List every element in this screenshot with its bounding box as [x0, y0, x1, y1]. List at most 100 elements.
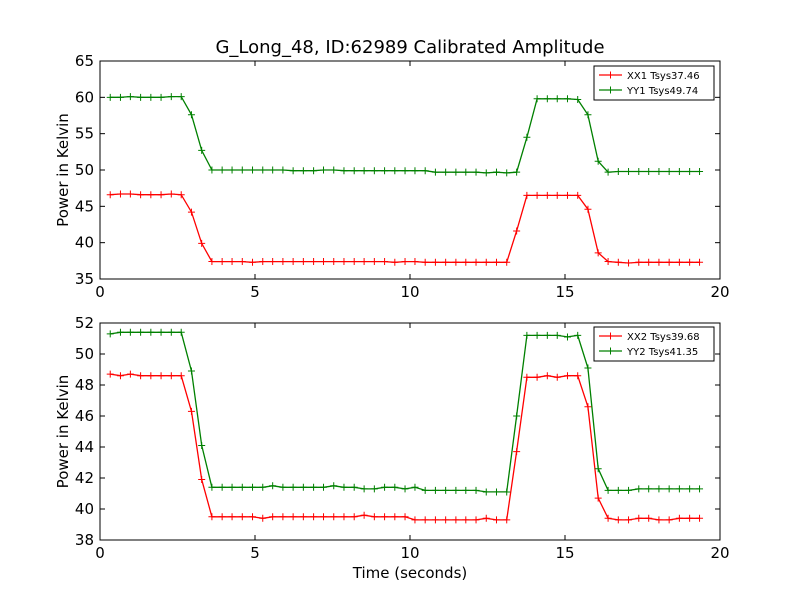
data-point-marker	[614, 516, 622, 524]
y-tick-label: 42	[75, 469, 94, 487]
x-tick-label: 5	[250, 283, 260, 301]
data-point-marker	[401, 258, 409, 266]
data-point-marker	[431, 486, 439, 494]
y-tick-label: 52	[75, 314, 94, 332]
data-point-marker	[482, 514, 490, 522]
data-point-marker	[655, 516, 663, 524]
data-point-marker	[655, 167, 663, 175]
y-tick-label: 65	[75, 52, 94, 70]
data-point-marker	[411, 167, 419, 175]
data-point-marker	[431, 516, 439, 524]
data-point-marker	[228, 483, 236, 491]
data-point-marker	[604, 486, 612, 494]
data-point-marker	[604, 514, 612, 522]
data-point-marker	[187, 208, 195, 216]
data-point-marker	[513, 448, 521, 456]
data-point-marker	[574, 191, 582, 199]
data-point-marker	[594, 494, 602, 502]
data-point-marker	[411, 483, 419, 491]
x-tick-label: 10	[400, 283, 419, 301]
data-point-marker	[584, 205, 592, 213]
x-tick-label: 0	[95, 283, 105, 301]
data-point-marker	[625, 486, 633, 494]
data-point-marker	[533, 331, 541, 339]
data-point-marker	[279, 513, 287, 521]
data-point-marker	[126, 93, 134, 101]
data-point-marker	[574, 331, 582, 339]
data-point-marker	[167, 93, 175, 101]
legend-box	[593, 326, 715, 362]
data-point-marker	[249, 513, 257, 521]
data-point-marker	[686, 258, 694, 266]
data-point-marker	[492, 258, 500, 266]
data-point-marker	[421, 167, 429, 175]
y-tick-label: 35	[75, 270, 94, 288]
data-point-marker	[381, 167, 389, 175]
data-point-marker	[320, 166, 328, 174]
data-point-marker	[340, 513, 348, 521]
data-point-marker	[299, 167, 307, 175]
data-point-marker	[391, 258, 399, 266]
data-point-marker	[553, 373, 561, 381]
data-point-marker	[401, 167, 409, 175]
data-point-marker	[513, 168, 521, 176]
data-point-marker	[553, 95, 561, 103]
data-point-marker	[553, 191, 561, 199]
data-point-marker	[492, 168, 500, 176]
data-point-marker	[604, 168, 612, 176]
data-point-marker	[635, 485, 643, 493]
data-point-marker	[330, 258, 338, 266]
data-point-marker	[198, 476, 206, 484]
data-point-marker	[187, 111, 195, 119]
data-point-marker	[482, 258, 490, 266]
y-tick-label: 40	[75, 234, 94, 252]
data-point-marker	[421, 486, 429, 494]
data-point-marker	[696, 485, 704, 493]
data-point-marker	[279, 483, 287, 491]
data-point-marker	[584, 111, 592, 119]
data-point-marker	[320, 513, 328, 521]
data-point-marker	[675, 167, 683, 175]
data-point-marker	[310, 483, 318, 491]
data-point-marker	[452, 168, 460, 176]
data-point-marker	[187, 407, 195, 415]
y-tick-label: 50	[75, 345, 94, 363]
legend-label: YY1 Tsys49.74	[626, 86, 698, 97]
data-point-marker	[269, 482, 277, 490]
y-axis-label: Power in Kelvin	[54, 375, 72, 489]
data-point-marker	[370, 258, 378, 266]
data-point-marker	[320, 483, 328, 491]
data-point-marker	[177, 372, 185, 380]
data-point-marker	[259, 166, 267, 174]
data-point-marker	[299, 483, 307, 491]
legend-box	[593, 65, 715, 101]
data-point-marker	[330, 513, 338, 521]
data-point-marker	[340, 258, 348, 266]
legend-marker	[607, 86, 614, 94]
data-point-marker	[350, 483, 358, 491]
legend-label: XX2 Tsys39.68	[627, 332, 700, 343]
x-tick-label: 10	[400, 544, 419, 562]
data-point-marker	[686, 514, 694, 522]
data-point-marker	[238, 513, 246, 521]
data-point-marker	[594, 249, 602, 257]
data-point-marker	[645, 258, 653, 266]
data-point-marker	[543, 95, 551, 103]
data-point-marker	[503, 516, 511, 524]
data-point-marker	[269, 166, 277, 174]
data-point-marker	[523, 331, 531, 339]
x-tick-label: 5	[250, 544, 260, 562]
data-point-marker	[370, 485, 378, 493]
data-point-marker	[696, 514, 704, 522]
data-point-marker	[655, 258, 663, 266]
y-tick-label: 60	[75, 88, 94, 106]
data-point-marker	[249, 166, 257, 174]
data-point-marker	[249, 483, 257, 491]
data-point-marker	[340, 483, 348, 491]
data-point-marker	[330, 482, 338, 490]
data-point-marker	[645, 514, 653, 522]
data-point-marker	[208, 258, 216, 266]
data-point-marker	[157, 328, 165, 336]
chart-title: G_Long_48, ID:62989 Calibrated Amplitude	[215, 37, 604, 58]
